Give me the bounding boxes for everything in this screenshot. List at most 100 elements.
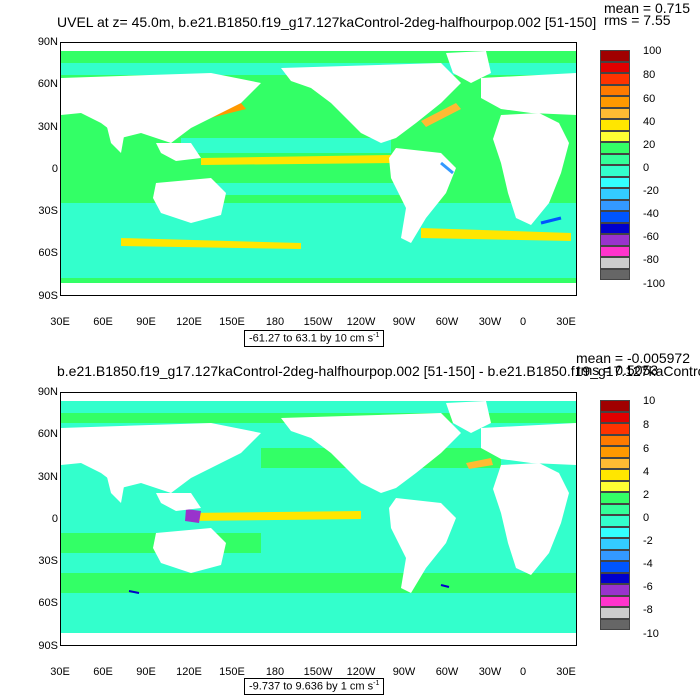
- lat-label: 30N: [37, 471, 58, 483]
- colorbar: [600, 400, 630, 630]
- lat-label: 60N: [37, 428, 58, 440]
- colorbar-swatch: [600, 176, 630, 188]
- colorbar-swatch: [600, 245, 630, 257]
- lon-label: 150E: [219, 666, 245, 678]
- colorbar-swatch: [600, 480, 630, 492]
- colorbar-label: 60: [643, 93, 656, 105]
- lat-label: 0: [51, 513, 58, 525]
- equatorial-current: [201, 155, 391, 165]
- contour-range-box: -9.737 to 9.636 by 1 cm s-1: [244, 678, 385, 695]
- colorbar-label: 6: [643, 443, 650, 455]
- colorbar-label: 40: [643, 116, 656, 128]
- gulf-stream: [421, 103, 461, 127]
- colorbar-label: -100: [643, 278, 666, 290]
- colorbar-swatch: [600, 469, 630, 481]
- colorbar-swatch: [600, 423, 630, 435]
- colorbar-label: -80: [643, 254, 659, 266]
- anomaly-spot: [440, 584, 450, 588]
- boundary-current: [440, 161, 454, 175]
- stats-block: mean = -0.005972 rms = 0.5053: [575, 350, 690, 377]
- contour-range-box: -61.27 to 63.1 by 10 cm s-1: [244, 330, 385, 347]
- map-svg: [61, 393, 576, 645]
- colorbar-swatch: [600, 526, 630, 538]
- lon-label: 90E: [136, 666, 156, 678]
- colorbar-swatch: [600, 257, 630, 269]
- land-masses: [61, 43, 576, 295]
- lat-label: 30N: [37, 121, 58, 133]
- lon-label: 0: [519, 316, 527, 328]
- colorbar-swatch: [600, 188, 630, 200]
- lon-label: 120W: [346, 316, 376, 328]
- colorbar-swatch: [600, 492, 630, 504]
- circumpolar-current: [421, 228, 571, 241]
- top-panel: UVEL at z= 45.0m, b.e21.B1850.f19_g17.12…: [37, 0, 690, 347]
- colorbar-swatch: [600, 411, 630, 423]
- colorbar-label: -20: [643, 185, 659, 197]
- equatorial-anomaly: [186, 511, 361, 521]
- colorbar-swatch: [600, 234, 630, 246]
- colorbar-swatch: [600, 595, 630, 607]
- lon-label: 60W: [435, 316, 459, 328]
- lon-label: 150W: [303, 666, 333, 678]
- colorbar-swatch: [600, 607, 630, 619]
- tropical-band: [211, 183, 441, 195]
- lon-label: 120E: [176, 666, 202, 678]
- lat-label: 90S: [38, 640, 58, 652]
- colorbar: [600, 50, 630, 280]
- tropical-band: [181, 138, 391, 153]
- lon-label: 60E: [93, 316, 113, 328]
- equatorial-anomaly: [185, 509, 201, 523]
- colorbar-swatch: [600, 515, 630, 527]
- colorbar-swatch: [600, 618, 630, 630]
- stats-block: mean = 0.715 rms = 7.55: [603, 0, 690, 27]
- anomaly-band: [61, 573, 576, 593]
- land-masses: [61, 393, 576, 645]
- colorbar-label: 8: [643, 419, 650, 431]
- panel-title: UVEL at z= 45.0m, b.e21.B1850.f19_g17.12…: [57, 14, 597, 30]
- colorbar-swatch: [600, 572, 630, 584]
- circumpolar-current: [121, 238, 301, 249]
- range-text: -61.27 to 63.1 by 10 cm s: [249, 332, 374, 345]
- colorbar-swatch: [600, 211, 630, 223]
- lon-label: 90E: [136, 316, 156, 328]
- colorbar-swatch: [600, 142, 630, 154]
- colorbar-label: 0: [643, 512, 650, 524]
- lat-label: 0: [51, 163, 58, 175]
- colorbar-swatch: [600, 107, 630, 119]
- map-svg: [61, 43, 576, 295]
- colorbar-swatch: [600, 222, 630, 234]
- colorbar-swatch: [600, 165, 630, 177]
- lon-label: 180: [265, 666, 285, 678]
- colorbar-swatch: [600, 457, 630, 469]
- lon-label: 60E: [93, 666, 113, 678]
- lon-label: 180: [265, 316, 285, 328]
- lon-label: 90W: [392, 316, 416, 328]
- anomaly-spot: [128, 590, 140, 594]
- mean-value: mean = 0.715: [603, 0, 690, 16]
- colorbar-label: -10: [643, 628, 659, 640]
- lon-label: 30E: [556, 316, 576, 328]
- mean-value: mean = -0.005972: [575, 350, 690, 366]
- colorbar-label: 4: [643, 466, 650, 478]
- colorbar-swatch: [600, 549, 630, 561]
- panel-title: b.e21.B1850.f19_g17.127kaControl-2deg-ha…: [57, 363, 700, 379]
- lon-label: 60W: [435, 666, 459, 678]
- colorbar-swatch: [600, 84, 630, 96]
- colorbar-label: 20: [643, 139, 656, 151]
- colorbar-swatch: [600, 561, 630, 573]
- lon-label: 150E: [219, 316, 245, 328]
- colorbar-swatch: [600, 73, 630, 85]
- lon-label: 30E: [556, 666, 576, 678]
- colorbar-label: -60: [643, 231, 659, 243]
- lon-label: 120E: [176, 316, 202, 328]
- ocean-map: [60, 42, 577, 296]
- colorbar-label: 0: [643, 162, 650, 174]
- colorbar-swatch: [600, 61, 630, 73]
- lat-label: 60S: [38, 247, 58, 259]
- range-unit-exponent: -1: [373, 332, 380, 339]
- colorbar-swatch: [600, 503, 630, 515]
- lat-label: 90N: [37, 36, 58, 48]
- lon-label: 90W: [392, 666, 416, 678]
- colorbar-swatch: [600, 119, 630, 131]
- gulf-anomaly: [466, 458, 493, 469]
